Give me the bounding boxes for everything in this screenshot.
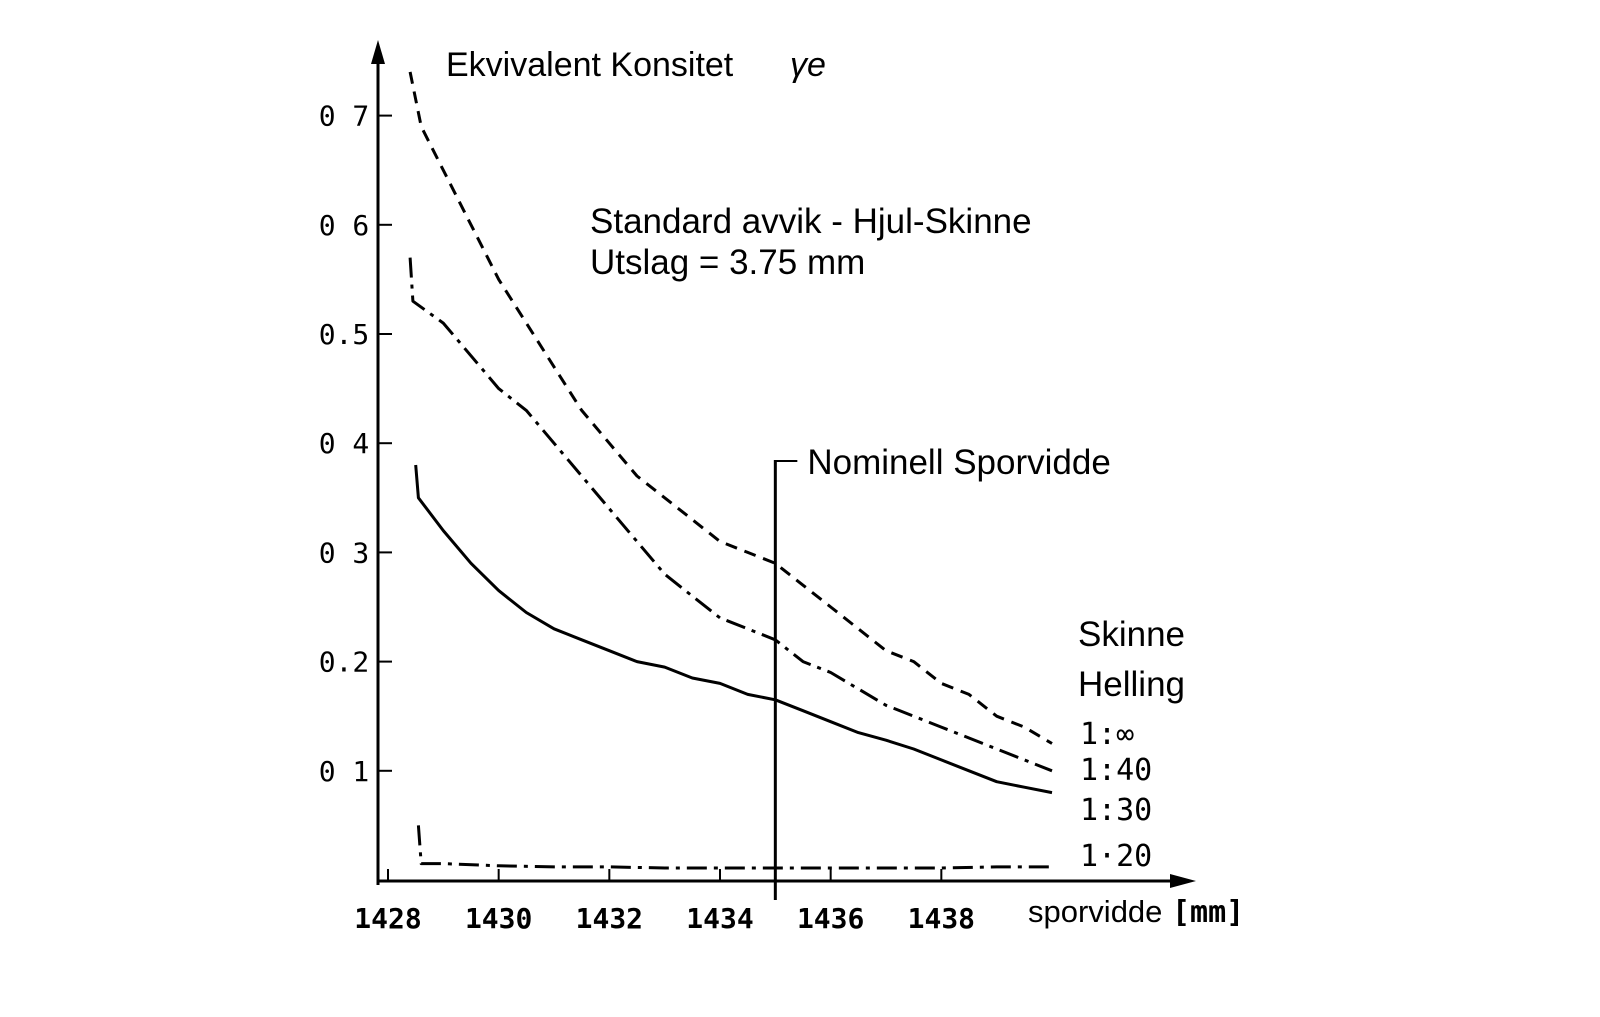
x-tick-label: 1432	[576, 902, 643, 935]
x-tick-label: 1434	[686, 902, 753, 935]
x-tick-label: 1428	[354, 902, 421, 935]
legend-title-line-2: Helling	[1078, 665, 1185, 704]
y-tick-label: 0 6	[319, 209, 370, 242]
x-axis-label: sporvidde	[1028, 894, 1162, 929]
series-line-2	[408, 257, 1053, 773]
nominal-gauge-label: Nominell Sporvidde	[807, 443, 1110, 482]
y-tick-label: 0.5	[319, 318, 370, 351]
series-line-1	[408, 71, 1053, 745]
series-line-3	[414, 464, 1053, 795]
annotation-line-2: Utslag = 3.75 mm	[590, 243, 865, 282]
y-tick-label: 0 1	[319, 755, 370, 788]
nominal-gauge-marker: Nominell Sporvidde	[773, 443, 1111, 900]
legend-entry-3: 1:30	[1080, 793, 1152, 828]
y-tick-label: 0 4	[319, 427, 370, 460]
series-group	[408, 71, 1053, 870]
x-tick-label: 1430	[465, 902, 532, 935]
legend-entry-1: 1:∞	[1080, 717, 1134, 752]
x-axis-unit: [mm]	[1172, 895, 1244, 930]
annotation-line-1: Standard avvik - Hjul-Skinne	[590, 202, 1032, 241]
y-tick-label: 0 7	[319, 100, 370, 133]
y-ticks: 0 1 0.2 0 3 0 4 0.5 0 6 0 7	[319, 100, 392, 788]
y-axis-arrow	[371, 40, 385, 64]
x-tick-label: 1436	[797, 902, 864, 935]
legend-entry-2: 1:40	[1080, 753, 1152, 788]
y-axis-title: Ekvivalent Konsitet γe	[446, 46, 826, 84]
series-line-4	[416, 825, 1052, 870]
y-tick-label: 0.2	[319, 646, 370, 679]
y-tick-label: 0 3	[319, 536, 370, 569]
x-axis-title: sporvidde [mm]	[1028, 894, 1244, 930]
legend-title-line-1: Skinne	[1078, 615, 1185, 654]
x-axis-arrow	[1170, 874, 1196, 888]
y-axis-label: Ekvivalent Konsitet	[446, 46, 734, 84]
annotation: Standard avvik - Hjul-Skinne Utslag = 3.…	[590, 202, 1032, 282]
x-ticks: 1428 1430 1432 1434 1436 1438	[354, 869, 975, 935]
legend-entry-4: 1·20	[1080, 839, 1152, 874]
legend: Skinne Helling 1:∞ 1:40 1:30 1·20	[1078, 615, 1185, 874]
x-tick-label: 1438	[908, 902, 975, 935]
y-axis-symbol: γe	[790, 46, 826, 84]
